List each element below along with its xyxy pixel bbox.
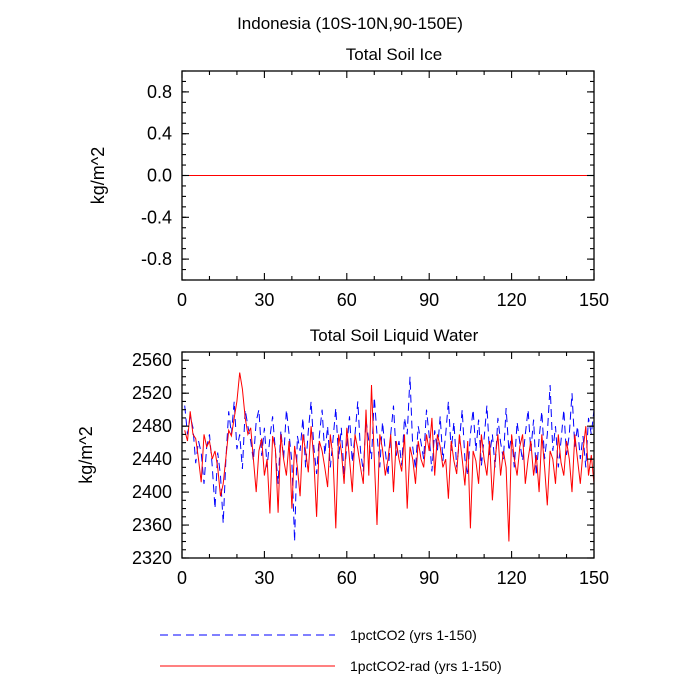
x-tick-label: 120: [497, 568, 527, 588]
x-tick-label: 120: [497, 290, 527, 310]
figure-title: Indonesia (10S-10N,90-150E): [237, 14, 463, 33]
y-tick-label: 2400: [132, 482, 172, 502]
series-line-1pctco2-rad-yrs-1-150: [184, 372, 595, 542]
x-tick-label: 150: [579, 568, 609, 588]
panel-total-soil-ice: 0 30 60 90 120 150 -0.8 -0.4 0.0 0.4 0.8 Total Soil…: [88, 45, 609, 310]
y-tick-label: 2480: [132, 416, 172, 436]
y-tick-label: 0.4: [147, 124, 172, 144]
y-tick-label: 2560: [132, 350, 172, 370]
y-axis-label: kg/m^2: [88, 147, 108, 204]
x-tick-label: 150: [579, 290, 609, 310]
legend-label-1pctco2: 1pctCO2 (yrs 1-150): [350, 627, 477, 643]
x-tick-label: 60: [337, 290, 357, 310]
y-tick-label: 2320: [132, 548, 172, 568]
x-tick-label: 90: [419, 290, 439, 310]
y-axis-label: kg/m^2: [76, 426, 96, 483]
legend-label-1pctco2-rad: 1pctCO2-rad (yrs 1-150): [350, 658, 502, 674]
plot-frame: [181, 351, 595, 559]
panel-title: Total Soil Ice: [346, 45, 442, 64]
y-tick-label: 2520: [132, 383, 172, 403]
y-tick-label: 0.8: [147, 82, 172, 102]
x-tick-label: 90: [419, 568, 439, 588]
panel-total-soil-liquid-water: 0 30 60 90 120 150 2320 2360 2400 2440 2480 2520 256…: [76, 326, 609, 588]
panel-title: Total Soil Liquid Water: [310, 326, 479, 345]
y-tick-label: 2440: [132, 449, 172, 469]
x-tick-label: 60: [337, 568, 357, 588]
y-tick-label: 0.0: [147, 166, 172, 186]
x-tick-label: 30: [254, 290, 274, 310]
y-tick-label: -0.4: [141, 207, 172, 227]
x-tick-label: 30: [254, 568, 274, 588]
x-tick-label: 0: [177, 290, 187, 310]
y-tick-label: 2360: [132, 515, 172, 535]
legend: 1pctCO2 (yrs 1-150) 1pctCO2-rad (yrs 1-1…: [160, 627, 502, 674]
x-tick-label: 0: [177, 568, 187, 588]
y-tick-label: -0.8: [141, 249, 172, 269]
